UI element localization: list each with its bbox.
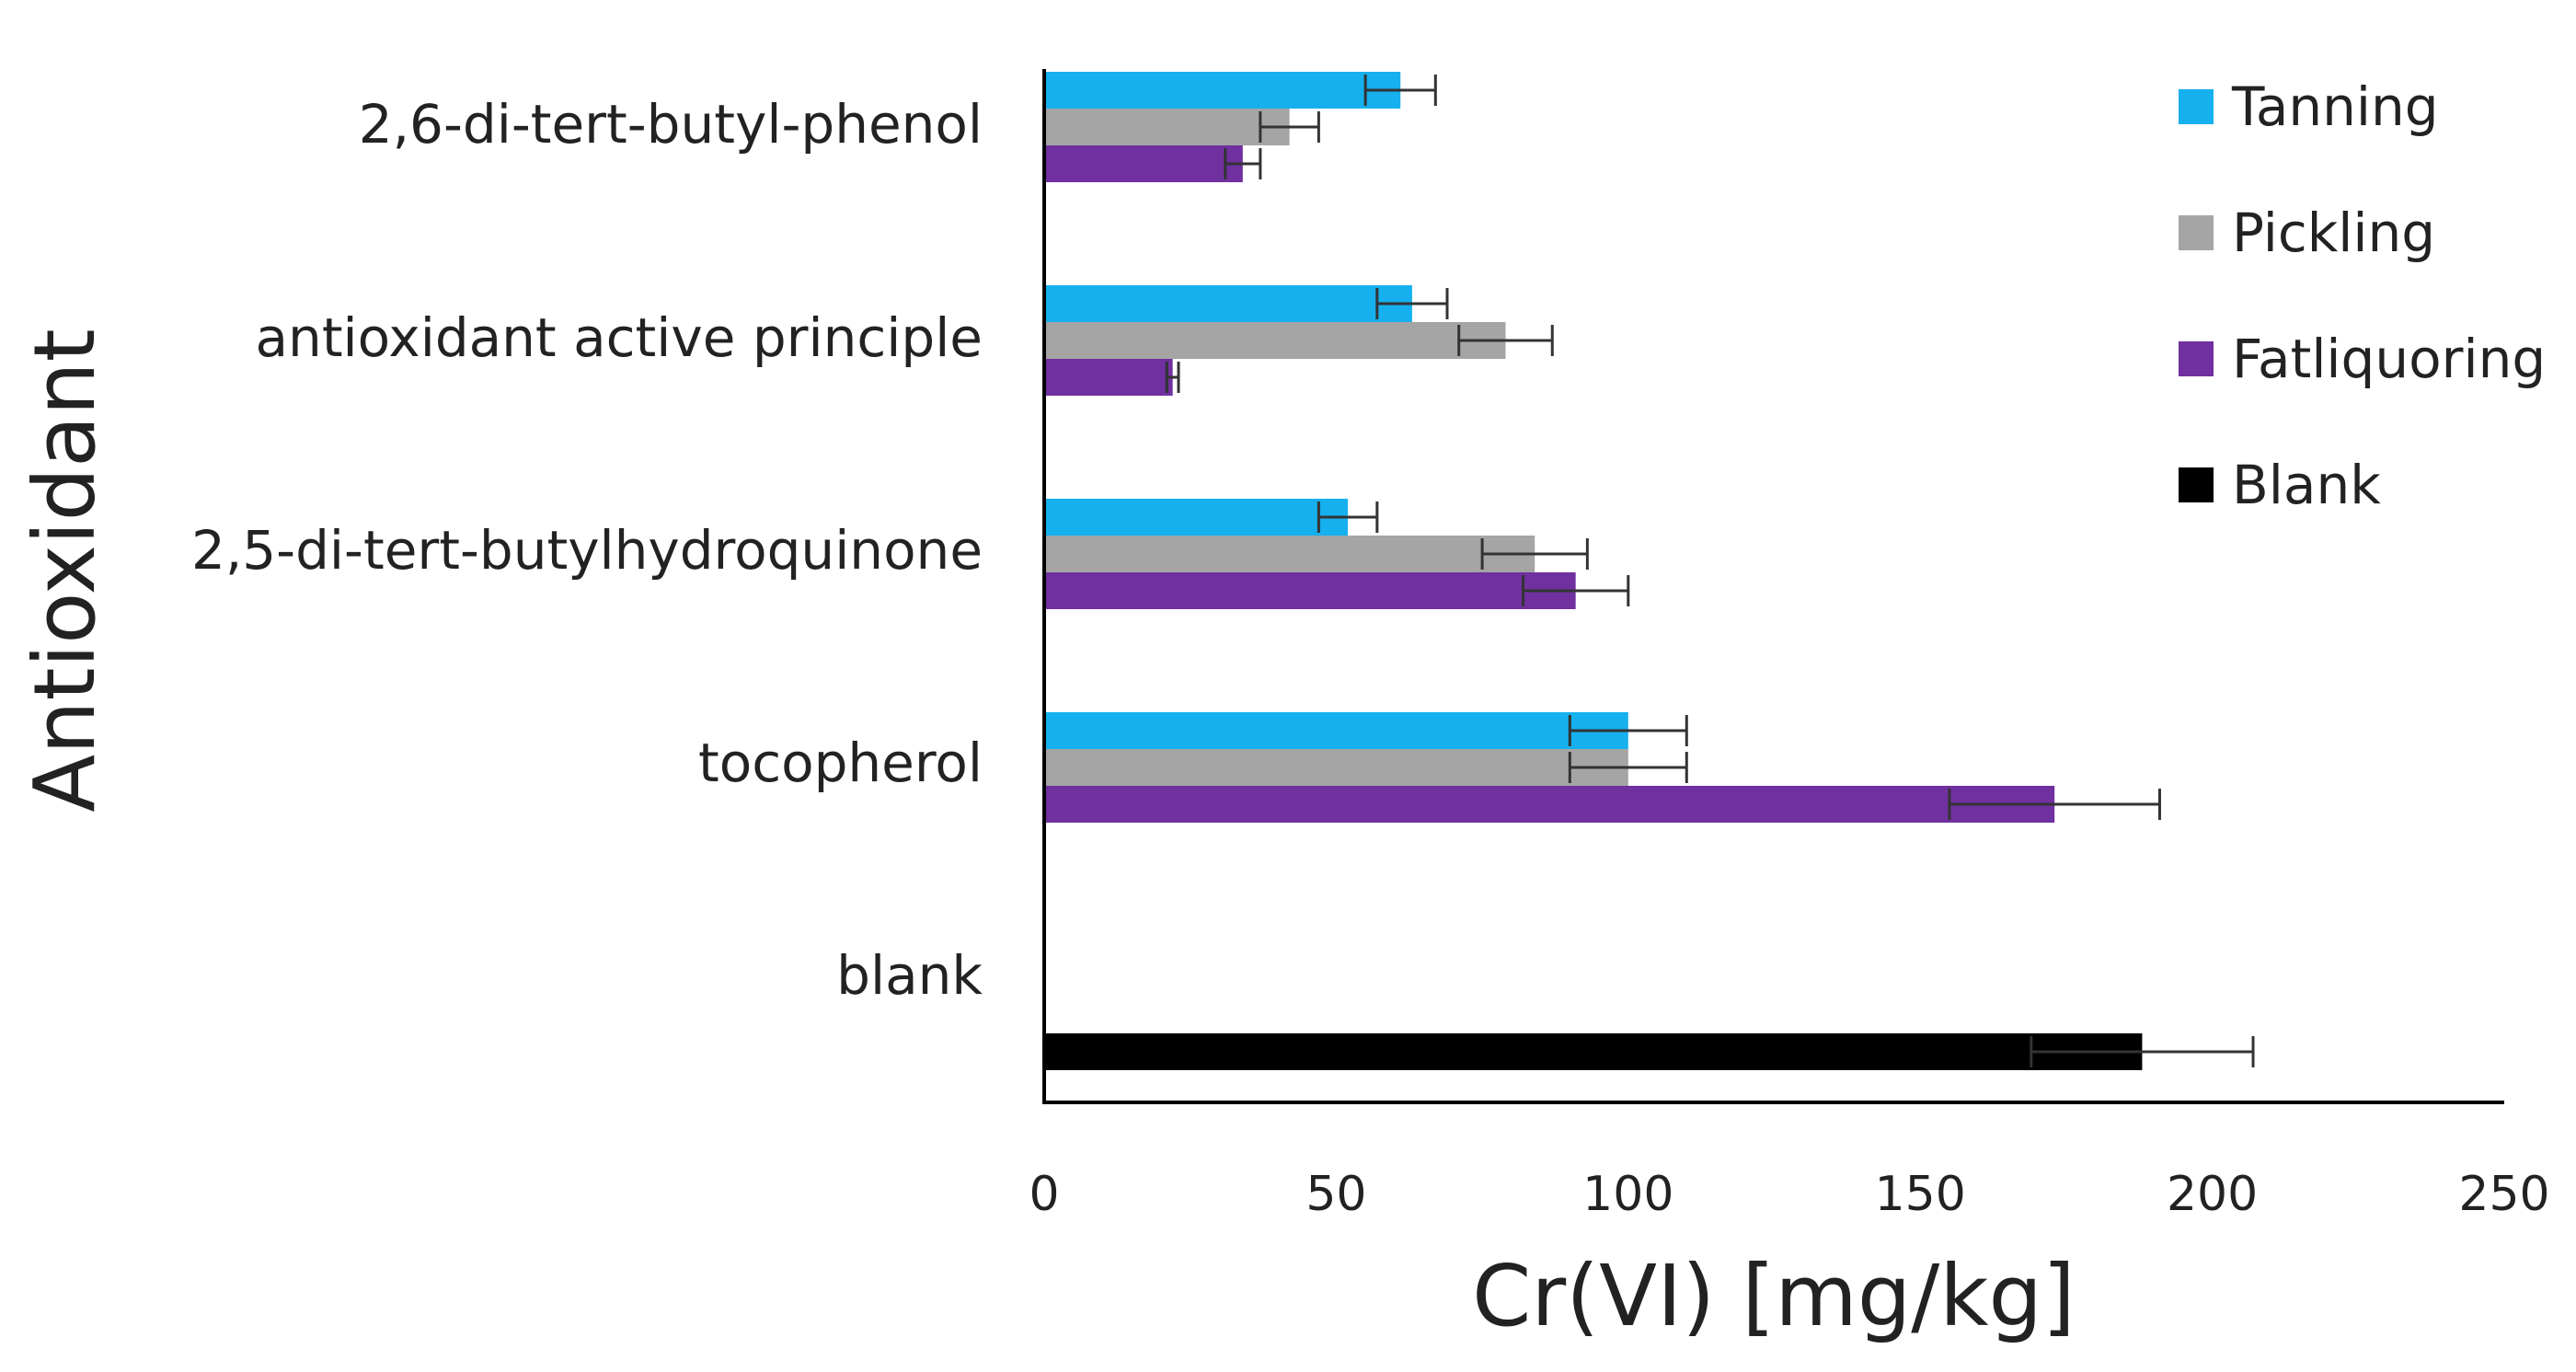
x-axis-title: Cr(VI) [mg/kg]	[1472, 1247, 2076, 1345]
x-tick-label: 0	[1029, 1167, 1059, 1222]
x-tick-label: 200	[2167, 1167, 2258, 1222]
legend: Tanning Pickling Fatliquoring Blank	[2179, 75, 2546, 516]
error-bar-pickling-2	[1480, 538, 1589, 570]
bar-tanning-0	[1044, 72, 1401, 109]
error-bars-group	[1165, 75, 2255, 1067]
x-tick-labels: 0 50 100 150 200 250	[1029, 1167, 2549, 1222]
legend-swatch	[2179, 341, 2214, 376]
bar-fatliquoring-0	[1044, 145, 1243, 182]
error-bar-tanning-2	[1317, 502, 1379, 533]
error-bar-fatliquoring-2	[1522, 575, 1630, 606]
legend-label: Blank	[2232, 454, 2381, 516]
x-tick-label: 150	[1875, 1167, 1966, 1222]
error-bar-fatliquoring-1	[1165, 362, 1180, 393]
category-label: 2,6-di-tert-butyl-phenol	[359, 93, 983, 156]
bar-fatliquoring-3	[1044, 786, 2055, 823]
error-bar-pickling-3	[1568, 752, 1688, 783]
bar-pickling-3	[1044, 749, 1628, 786]
legend-swatch	[2179, 89, 2214, 124]
legend-item-pickling: Pickling	[2179, 202, 2435, 264]
legend-swatch	[2179, 215, 2214, 250]
error-bar-tanning-1	[1375, 288, 1449, 319]
error-bar-blank-4	[2030, 1036, 2255, 1067]
bar-tanning-2	[1044, 499, 1349, 536]
bar-pickling-2	[1044, 536, 1535, 572]
error-bar-tanning-3	[1568, 715, 1688, 746]
error-bar-fatliquoring-3	[1948, 789, 2161, 820]
legend-label: Fatliquoring	[2232, 328, 2546, 390]
category-labels: 2,6-di-tert-butyl-phenol antioxidant acti…	[191, 93, 983, 1007]
x-tick-label: 50	[1305, 1167, 1366, 1222]
y-axis-title: Antioxidant	[16, 329, 114, 813]
x-tick-label: 250	[2458, 1167, 2549, 1222]
bar-pickling-0	[1044, 109, 1290, 145]
legend-item-tanning: Tanning	[2179, 75, 2439, 138]
bar-blank-4	[1044, 1033, 2143, 1070]
error-bar-pickling-1	[1457, 325, 1554, 356]
bar-fatliquoring-1	[1044, 359, 1173, 396]
bars-group	[1044, 72, 2143, 1070]
category-label: blank	[836, 944, 983, 1007]
legend-item-blank: Blank	[2179, 454, 2381, 516]
error-bar-pickling-0	[1259, 111, 1320, 143]
legend-item-fatliquoring: Fatliquoring	[2179, 328, 2546, 390]
bar-pickling-1	[1044, 322, 1506, 359]
error-bar-fatliquoring-0	[1224, 148, 1262, 179]
category-label: 2,5-di-tert-butylhydroquinone	[191, 519, 983, 582]
error-bar-tanning-0	[1363, 75, 1437, 106]
bar-fatliquoring-2	[1044, 572, 1576, 609]
bar-tanning-3	[1044, 712, 1628, 749]
legend-label: Tanning	[2231, 75, 2439, 138]
legend-swatch	[2179, 467, 2214, 502]
category-label: tocopherol	[698, 732, 983, 794]
legend-label: Pickling	[2232, 202, 2435, 264]
x-tick-label: 100	[1582, 1167, 1673, 1222]
bar-tanning-1	[1044, 285, 1412, 322]
category-label: antioxidant active principle	[256, 306, 983, 369]
